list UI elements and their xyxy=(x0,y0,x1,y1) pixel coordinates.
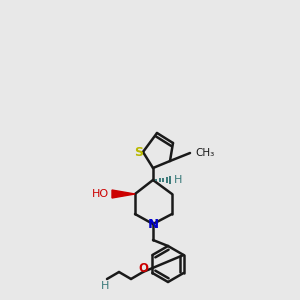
Text: HO: HO xyxy=(92,189,109,199)
Text: O: O xyxy=(138,262,148,275)
Text: H: H xyxy=(174,175,182,185)
Text: CH₃: CH₃ xyxy=(195,148,214,158)
Polygon shape xyxy=(112,190,135,198)
Text: S: S xyxy=(134,146,143,158)
Text: N: N xyxy=(147,218,159,230)
Text: H: H xyxy=(101,281,109,291)
